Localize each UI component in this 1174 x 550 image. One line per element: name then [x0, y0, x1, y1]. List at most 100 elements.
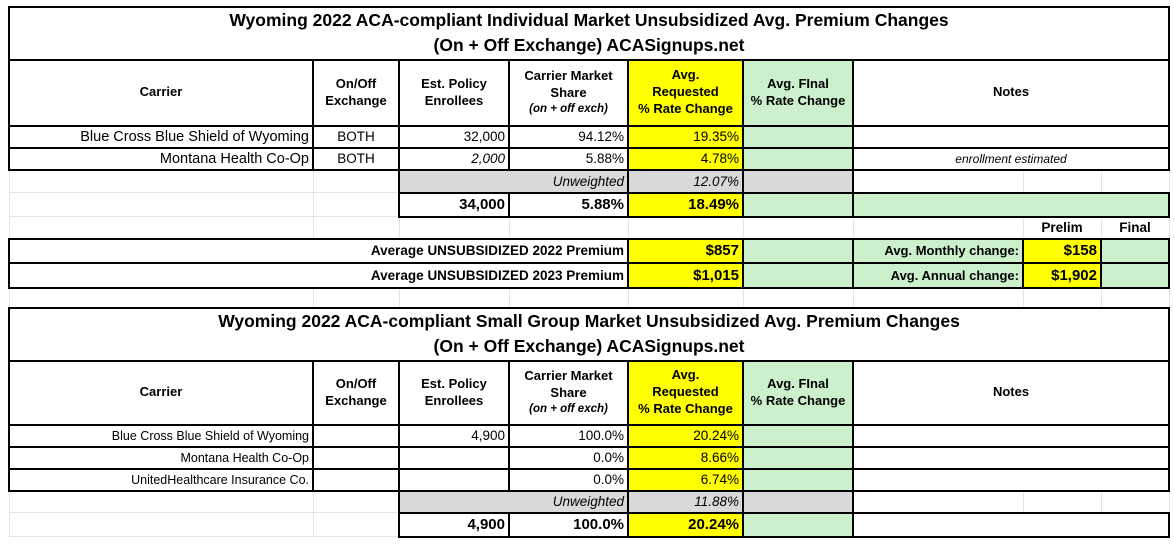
table1-row1-requested[interactable]: 19.35% — [627, 124, 744, 149]
table2-unweighted-notes2[interactable] — [1022, 490, 1102, 513]
table2-row1-notes[interactable] — [852, 423, 1170, 448]
table1-total-requested[interactable]: 18.49% — [627, 191, 744, 218]
table1-unweighted-final[interactable] — [742, 168, 854, 194]
table1-row2-requested[interactable]: 4.78% — [627, 146, 744, 171]
table2-row2-enrollees[interactable] — [398, 445, 510, 470]
summary-row2-change-label[interactable]: Avg. Annual change: — [852, 261, 1024, 289]
summary-row2-label[interactable]: Average UNSUBSIDIZED 2023 Premium — [8, 261, 629, 289]
table1-header-carrier: Carrier — [8, 58, 314, 127]
table1-row1-notes[interactable] — [852, 124, 1170, 149]
table1-row1-exchange[interactable]: BOTH — [312, 124, 400, 149]
summary-row1-value[interactable]: $857 — [627, 237, 744, 264]
table2-header-share: Carrier Market Share (on + off exch) — [508, 359, 629, 426]
summary-row2-change-value[interactable]: $1,902 — [1022, 261, 1102, 289]
table-row: Blue Cross Blue Shield of Wyoming BOTH 3… — [8, 124, 1170, 149]
table1-unweighted-spacer2[interactable] — [312, 169, 400, 194]
table1-unweighted-notes1[interactable] — [852, 169, 1024, 194]
table2-row2-carrier[interactable]: Montana Health Co-Op — [8, 445, 314, 470]
table2-unweighted-requested[interactable]: 11.88% — [627, 489, 744, 514]
summary-row2-value[interactable]: $1,015 — [627, 261, 744, 289]
table-row: Unweighted 12.07% — [8, 168, 1170, 194]
table1-row2-exchange[interactable]: BOTH — [312, 146, 400, 171]
table2-header-carrier: Carrier — [8, 359, 314, 426]
summary-row1-change-label[interactable]: Avg. Monthly change: — [852, 237, 1024, 264]
table2-row1-requested[interactable]: 20.24% — [627, 423, 744, 448]
table2-row2-requested[interactable]: 8.66% — [627, 445, 744, 470]
table2-header-final: Avg. FInal% Rate Change — [742, 359, 854, 426]
table2-row3-requested[interactable]: 6.74% — [627, 467, 744, 492]
table2-row1-carrier[interactable]: Blue Cross Blue Shield of Wyoming — [8, 423, 314, 448]
table1-unweighted-notes3[interactable] — [1100, 169, 1170, 194]
table2-row3-notes[interactable] — [852, 467, 1170, 492]
table2-total-spacer2[interactable] — [312, 512, 400, 537]
table2-unweighted-spacer2[interactable] — [312, 490, 400, 513]
table2-row3-carrier[interactable]: UnitedHealthcare Insurance Co. — [8, 467, 314, 492]
table1-total-spacer2[interactable] — [312, 192, 400, 218]
table2-row3-exchange[interactable] — [312, 467, 400, 492]
table2-title-line2: (On + Off Exchange) ACASignups.net — [433, 336, 745, 357]
table2-row1-share[interactable]: 100.0% — [508, 423, 629, 448]
summary-spacer1[interactable] — [8, 216, 314, 240]
table2-unweighted-label[interactable]: Unweighted — [398, 489, 629, 514]
table2-row1-enrollees[interactable]: 4,900 — [398, 423, 510, 448]
table1-row1-final[interactable] — [742, 124, 854, 149]
table1-total-final[interactable] — [742, 191, 854, 218]
table1-row1-enrollees[interactable]: 32,000 — [398, 124, 510, 149]
table-row: Prelim Final — [8, 216, 1170, 240]
summary-spacer3[interactable] — [398, 216, 510, 240]
table2-unweighted-notes3[interactable] — [1100, 490, 1170, 513]
table2-unweighted-final[interactable] — [742, 489, 854, 514]
table2-total-requested[interactable]: 20.24% — [627, 511, 744, 538]
summary-row2-final[interactable] — [1100, 261, 1170, 289]
table2-row3-final[interactable] — [742, 467, 854, 492]
table2-unweighted-notes1[interactable] — [852, 490, 1024, 513]
table1-unweighted-requested[interactable]: 12.07% — [627, 168, 744, 194]
table2-row3-enrollees[interactable] — [398, 467, 510, 492]
table1-row1-carrier[interactable]: Blue Cross Blue Shield of Wyoming — [8, 124, 314, 149]
table1-total-notes[interactable] — [852, 191, 1170, 218]
table2-total-spacer1[interactable] — [8, 512, 314, 537]
table1-row2-notes[interactable]: enrollment estimated — [852, 146, 1170, 171]
table2-header-enrollees: Est. Policy Enrollees — [398, 359, 510, 426]
table2-row1-exchange[interactable] — [312, 423, 400, 448]
table1-row2-carrier[interactable]: Montana Health Co-Op — [8, 146, 314, 171]
table2-row2-share[interactable]: 0.0% — [508, 445, 629, 470]
table2-total-final[interactable] — [742, 511, 854, 538]
summary-row1-final[interactable] — [1100, 237, 1170, 264]
summary-row1-change-value[interactable]: $158 — [1022, 237, 1102, 264]
table1-row1-share[interactable]: 94.12% — [508, 124, 629, 149]
table2-row1-final[interactable] — [742, 423, 854, 448]
table2-total-notes[interactable] — [852, 511, 1170, 538]
table2-row2-notes[interactable] — [852, 445, 1170, 470]
table1-unweighted-label[interactable]: Unweighted — [398, 168, 629, 194]
summary-row2-gap[interactable] — [742, 261, 854, 289]
gap-cell[interactable] — [8, 287, 314, 309]
table2-row3-share[interactable]: 0.0% — [508, 467, 629, 492]
table2-total-share[interactable]: 100.0% — [508, 511, 629, 538]
table2-row2-final[interactable] — [742, 445, 854, 470]
table1-row2-share[interactable]: 5.88% — [508, 146, 629, 171]
table2-row2-exchange[interactable] — [312, 445, 400, 470]
spreadsheet: Wyoming 2022 ACA-compliant Individual Ma… — [8, 6, 1174, 538]
summary-spacer5[interactable] — [627, 216, 744, 240]
summary-row1-gap[interactable] — [742, 237, 854, 264]
table1-row2-enrollees[interactable]: 2,000 — [398, 146, 510, 171]
table1-total-spacer1[interactable] — [8, 192, 314, 218]
table2-unweighted-spacer1[interactable] — [8, 490, 314, 513]
table1-total-enrollees[interactable]: 34,000 — [398, 191, 510, 218]
summary-spacer2[interactable] — [312, 216, 400, 240]
table-row: Unweighted 11.88% — [8, 489, 1170, 514]
summary-row1-label[interactable]: Average UNSUBSIDIZED 2022 Premium — [8, 237, 629, 264]
table1-header-exchange: On/Off Exchange — [312, 58, 400, 127]
table1-row2-final[interactable] — [742, 146, 854, 171]
summary-spacer4[interactable] — [508, 216, 629, 240]
table-row: Montana Health Co-Op 0.0% 8.66% — [8, 445, 1170, 470]
premium-changes-table: Wyoming 2022 ACA-compliant Individual Ma… — [8, 6, 1170, 538]
table1-total-share[interactable]: 5.88% — [508, 191, 629, 218]
table2-total-enrollees[interactable]: 4,900 — [398, 511, 510, 538]
table1-unweighted-notes2[interactable] — [1022, 169, 1102, 194]
table2-header-exchange: On/Off Exchange — [312, 359, 400, 426]
summary-spacer6[interactable] — [742, 216, 854, 240]
table1-unweighted-spacer1[interactable] — [8, 169, 314, 194]
summary-spacer7[interactable] — [852, 216, 1024, 240]
